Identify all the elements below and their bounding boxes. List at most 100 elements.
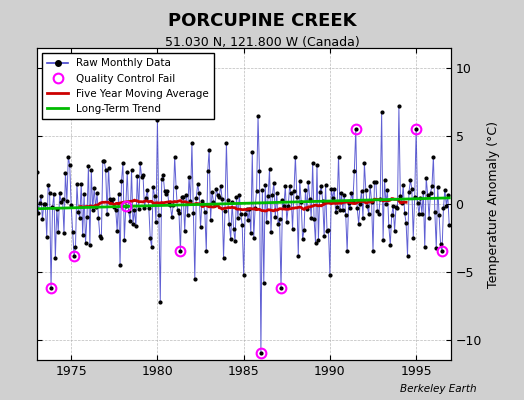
Legend: Raw Monthly Data, Quality Control Fail, Five Year Moving Average, Long-Term Tren: Raw Monthly Data, Quality Control Fail, … bbox=[42, 53, 214, 119]
Point bbox=[435, 212, 443, 218]
Point bbox=[64, 153, 72, 160]
Point bbox=[241, 210, 249, 217]
Point bbox=[291, 153, 300, 160]
Point bbox=[163, 188, 172, 194]
Point bbox=[265, 166, 274, 172]
Point bbox=[274, 221, 282, 228]
Point bbox=[413, 200, 422, 206]
Point bbox=[422, 174, 430, 181]
Point bbox=[304, 179, 312, 186]
Point bbox=[431, 209, 439, 215]
Point bbox=[403, 252, 412, 259]
Point bbox=[399, 182, 407, 189]
Point bbox=[277, 285, 285, 291]
Point bbox=[120, 237, 128, 244]
Point bbox=[112, 207, 120, 213]
Point bbox=[377, 108, 386, 115]
Point bbox=[365, 211, 373, 217]
Text: Berkeley Earth: Berkeley Earth bbox=[400, 384, 477, 394]
Point bbox=[350, 168, 358, 174]
Point bbox=[205, 146, 213, 153]
Point bbox=[106, 196, 114, 203]
Point bbox=[225, 221, 234, 228]
Point bbox=[211, 202, 219, 209]
Point bbox=[389, 203, 397, 209]
Point bbox=[416, 195, 424, 201]
Point bbox=[188, 140, 196, 146]
Point bbox=[90, 185, 99, 191]
Point bbox=[442, 202, 451, 209]
Point bbox=[162, 190, 170, 197]
Point bbox=[421, 244, 429, 251]
Point bbox=[410, 194, 419, 200]
Point bbox=[248, 149, 256, 156]
Point bbox=[130, 206, 139, 213]
Point bbox=[80, 191, 89, 197]
Point bbox=[326, 271, 334, 278]
Point bbox=[107, 199, 116, 205]
Point bbox=[141, 194, 150, 201]
Point bbox=[297, 198, 305, 205]
Point bbox=[51, 255, 60, 262]
Point bbox=[348, 198, 357, 204]
Point bbox=[158, 176, 166, 182]
Point bbox=[175, 210, 183, 216]
Point bbox=[215, 194, 223, 200]
Point bbox=[251, 204, 259, 211]
Point bbox=[323, 228, 331, 234]
Point bbox=[93, 190, 101, 196]
Point bbox=[152, 218, 160, 225]
Point bbox=[216, 182, 225, 189]
Point bbox=[337, 190, 346, 196]
Point bbox=[353, 205, 362, 212]
Point bbox=[83, 213, 91, 220]
Point bbox=[87, 167, 95, 174]
Point bbox=[296, 178, 304, 184]
Point bbox=[362, 187, 370, 194]
Point bbox=[189, 210, 198, 216]
Point bbox=[395, 103, 403, 110]
Point bbox=[135, 206, 143, 212]
Point bbox=[84, 163, 93, 169]
Point bbox=[294, 252, 302, 259]
Point bbox=[116, 262, 124, 268]
Text: PORCUPINE CREEK: PORCUPINE CREEK bbox=[168, 12, 356, 30]
Point bbox=[238, 222, 246, 228]
Point bbox=[433, 184, 442, 190]
Point bbox=[192, 195, 200, 202]
Point bbox=[75, 215, 84, 221]
Point bbox=[267, 229, 275, 236]
Point bbox=[96, 233, 104, 240]
Point bbox=[332, 209, 340, 216]
Point bbox=[74, 209, 83, 215]
Point bbox=[232, 194, 241, 200]
Point bbox=[425, 214, 433, 221]
Point bbox=[37, 193, 45, 200]
Point bbox=[208, 189, 216, 195]
Point bbox=[388, 212, 396, 218]
Point bbox=[263, 218, 271, 225]
Point bbox=[405, 189, 413, 195]
Point bbox=[114, 191, 123, 198]
Point bbox=[69, 228, 77, 235]
Point bbox=[406, 177, 414, 184]
Point bbox=[123, 168, 132, 175]
Point bbox=[181, 228, 189, 235]
Point bbox=[366, 182, 374, 189]
Point bbox=[40, 201, 48, 207]
Point bbox=[402, 220, 410, 226]
Point bbox=[156, 298, 165, 305]
Point bbox=[35, 200, 43, 206]
Point bbox=[103, 211, 111, 217]
Point bbox=[249, 235, 258, 241]
Point bbox=[202, 248, 211, 255]
Point bbox=[317, 183, 325, 189]
Point bbox=[281, 183, 290, 189]
Point bbox=[212, 186, 221, 192]
Point bbox=[165, 201, 173, 208]
Point bbox=[244, 216, 252, 223]
Point bbox=[321, 182, 330, 188]
Y-axis label: Temperature Anomaly (°C): Temperature Anomaly (°C) bbox=[487, 120, 500, 288]
Point bbox=[136, 160, 144, 166]
Point bbox=[57, 198, 66, 205]
